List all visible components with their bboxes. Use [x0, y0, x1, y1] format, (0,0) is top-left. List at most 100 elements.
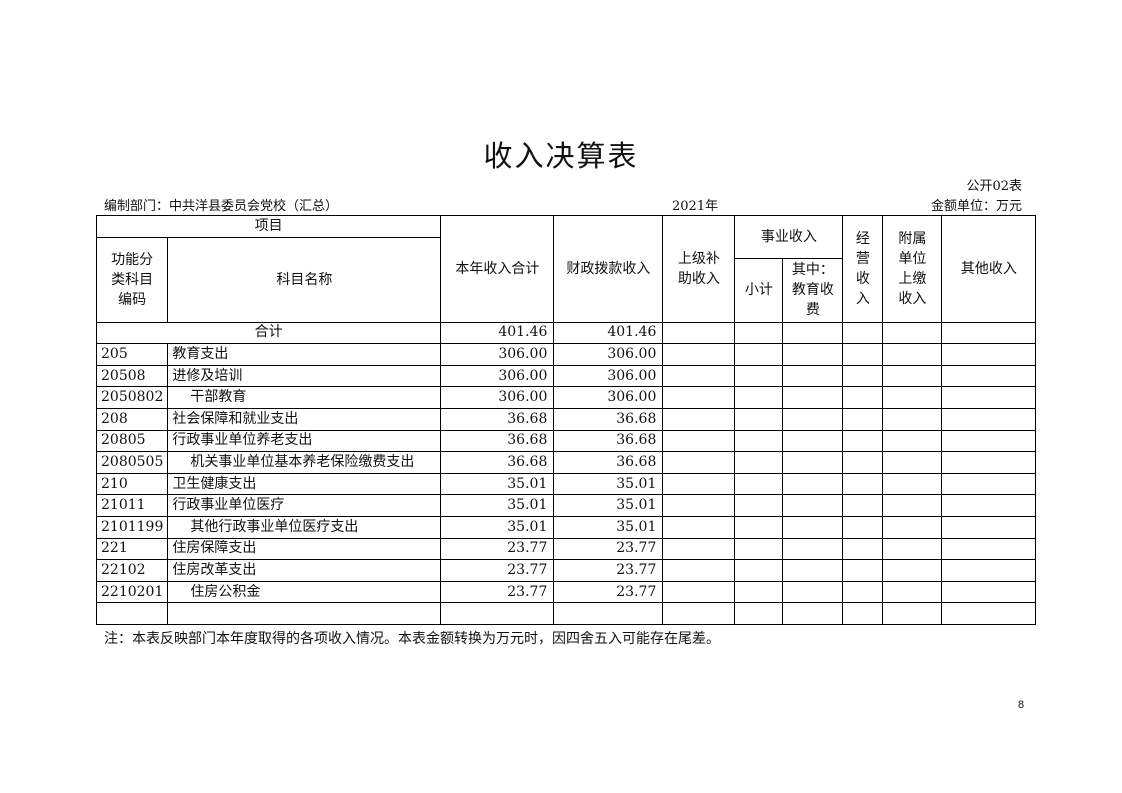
empty-cell [662, 580, 736, 604]
empty-cell [734, 559, 784, 582]
empty-cell [782, 559, 844, 582]
empty-cell [662, 429, 736, 453]
empty-cell [662, 494, 736, 517]
table-row: 2080505 机关事业单位基本养老保险缴费支出 36.68 36.68 [95, 451, 1037, 474]
total-value: 401.46 [440, 321, 555, 345]
blank-row [95, 602, 1037, 625]
empty-cell [882, 407, 943, 431]
name-cell: 住房改革支出 [167, 559, 442, 582]
empty-cell [782, 515, 844, 539]
empty-cell [782, 386, 844, 409]
name-cell: 其他行政事业单位医疗支出 [167, 515, 442, 539]
empty-cell [882, 494, 943, 517]
empty-cell [734, 537, 784, 561]
header-name: 科目名称 [167, 236, 442, 323]
empty-cell [941, 494, 1037, 517]
empty-cell [941, 343, 1037, 366]
empty-cell [882, 559, 943, 582]
name-cell: 住房公积金 [167, 580, 442, 604]
empty-cell [882, 386, 943, 409]
total-cell: 36.68 [440, 407, 555, 431]
empty-cell [842, 472, 884, 496]
empty-cell [167, 602, 442, 625]
code-cell: 2050802 [95, 386, 169, 409]
name-cell: 卫生健康支出 [167, 472, 442, 496]
name-cell: 社会保障和就业支出 [167, 407, 442, 431]
empty-cell [734, 343, 784, 366]
empty-cell [734, 472, 784, 496]
code-cell: 21011 [95, 494, 169, 517]
empty-cell [882, 515, 943, 539]
empty-cell [662, 602, 736, 625]
total-cell: 35.01 [440, 515, 555, 539]
fiscal-value: 401.46 [553, 321, 664, 345]
fiscal-cell: 306.00 [553, 343, 664, 366]
empty-cell [941, 472, 1037, 496]
name-cell: 行政事业单位养老支出 [167, 429, 442, 453]
empty-cell [941, 580, 1037, 604]
empty-cell [734, 386, 784, 409]
income-table: 项目 本年收入合计 财政拨款收入 上级补助收入 事业收入 经营收入 附属单位上缴… [95, 215, 1037, 625]
fiscal-cell: 306.00 [553, 386, 664, 409]
fiscal-cell: 36.68 [553, 429, 664, 453]
empty-cell [782, 602, 844, 625]
empty-cell [734, 429, 784, 453]
empty-cell [553, 602, 664, 625]
total-cell: 23.77 [440, 537, 555, 561]
empty-cell [941, 515, 1037, 539]
empty-cell [842, 515, 884, 539]
page-title: 收入决算表 [483, 139, 639, 173]
header-fiscal: 财政拨款收入 [553, 215, 664, 323]
page-number: 8 [1018, 699, 1025, 711]
code-cell: 20805 [95, 429, 169, 453]
name-cell: 干部教育 [167, 386, 442, 409]
unit: 金额单位：万元 [930, 199, 1022, 214]
empty-cell [734, 364, 784, 388]
code-cell: 2101199 [95, 515, 169, 539]
empty-cell [882, 472, 943, 496]
empty-cell [941, 407, 1037, 431]
empty-cell [782, 407, 844, 431]
empty-cell [782, 472, 844, 496]
empty-cell [782, 343, 844, 366]
empty-cell [734, 451, 784, 474]
code-cell: 20508 [95, 364, 169, 388]
empty-cell [842, 429, 884, 453]
empty-cell [882, 602, 943, 625]
empty-cell [95, 602, 169, 625]
header-superior: 上级补助收入 [662, 215, 736, 323]
empty-cell [782, 494, 844, 517]
table-row: 2210201 住房公积金 23.77 23.77 [95, 580, 1037, 604]
empty-cell [662, 472, 736, 496]
header-item: 项目 [95, 215, 442, 238]
name-cell: 住房保障支出 [167, 537, 442, 561]
empty-cell [734, 580, 784, 604]
empty-cell [662, 559, 736, 582]
empty-cell [941, 364, 1037, 388]
empty-cell [941, 537, 1037, 561]
empty-cell [662, 386, 736, 409]
header-code: 功能分类科目编码 [95, 236, 169, 323]
name-cell: 行政事业单位医疗 [167, 494, 442, 517]
code-cell: 2080505 [95, 451, 169, 474]
fiscal-cell: 35.01 [553, 472, 664, 496]
empty-cell [842, 602, 884, 625]
total-cell: 306.00 [440, 364, 555, 388]
table-row: 2050802 干部教育 306.00 306.00 [95, 386, 1037, 409]
total-row: 合计 401.46 401.46 [95, 321, 1037, 345]
fiscal-cell: 23.77 [553, 559, 664, 582]
table-row: 208 社会保障和就业支出 36.68 36.68 [95, 407, 1037, 431]
year: 2021年 [672, 199, 719, 214]
empty-cell [882, 364, 943, 388]
empty-cell [662, 451, 736, 474]
table-row: 22102 住房改革支出 23.77 23.77 [95, 559, 1037, 582]
header-total: 本年收入合计 [440, 215, 555, 323]
table-row: 20508 进修及培训 306.00 306.00 [95, 364, 1037, 388]
fiscal-cell: 23.77 [553, 580, 664, 604]
department: 编制部门：中共洋县委员会党校（汇总） [104, 199, 339, 214]
code-cell: 208 [95, 407, 169, 431]
header-business: 事业收入 [734, 215, 844, 259]
header-edu-fee: 其中：教育收费 [782, 257, 844, 323]
fiscal-cell: 35.01 [553, 494, 664, 517]
empty-cell [842, 343, 884, 366]
